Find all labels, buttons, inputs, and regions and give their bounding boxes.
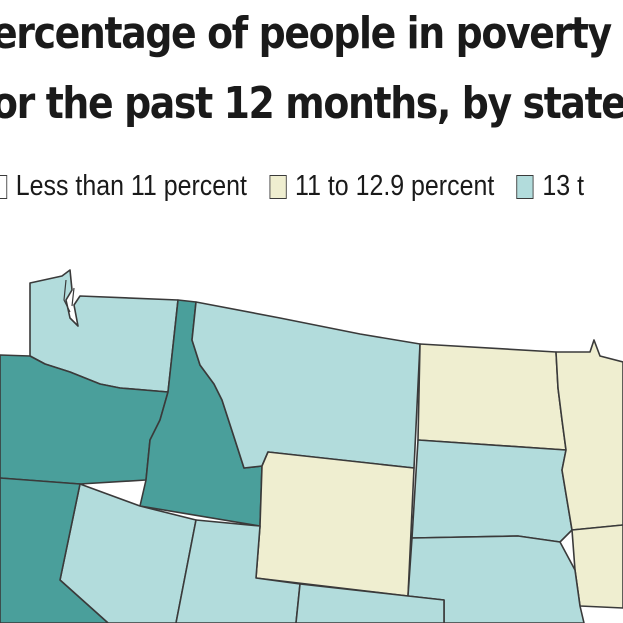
state-montana (191, 301, 421, 469)
state-colorado (295, 583, 445, 623)
legend-item-mid: 11 to 12.9 percent (269, 170, 494, 203)
legend: Less than 11 percent 11 to 12.9 percent … (0, 170, 606, 203)
state-south-dakota (411, 439, 573, 543)
legend-label-low: Less than 11 percent (15, 170, 247, 202)
state-wyoming (255, 451, 415, 597)
map-title-line-1: ercentage of people in poverty (0, 8, 612, 59)
legend-label-mid: 11 to 12.9 percent (295, 170, 495, 202)
legend-item-low: Less than 11 percent (0, 170, 247, 203)
legend-swatch-low (0, 174, 8, 199)
legend-swatch-high (516, 174, 534, 199)
state-north-dakota (417, 343, 567, 451)
legend-swatch-mid (269, 174, 287, 199)
state-california (0, 477, 109, 623)
puget-sound (63, 279, 75, 313)
legend-label-high: 13 t (542, 170, 585, 202)
legend-item-high: 13 t (516, 170, 585, 203)
state-iowa (571, 524, 623, 609)
map-title-line-2: or the past 12 months, by state (0, 78, 623, 129)
